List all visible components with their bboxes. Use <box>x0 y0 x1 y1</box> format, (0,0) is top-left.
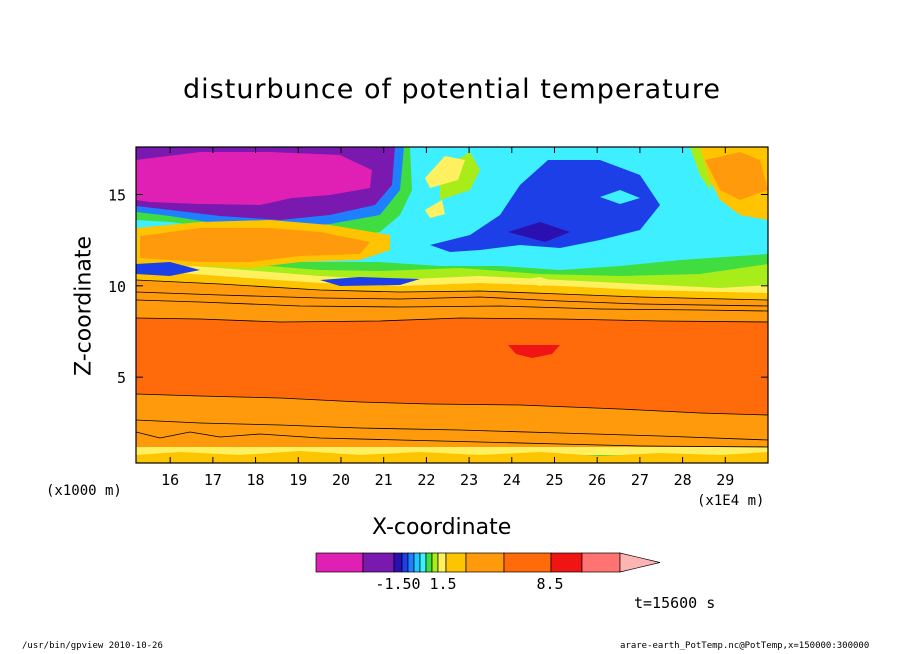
y-axis: 5 10 15 <box>108 186 768 387</box>
time-annotation: t=15600 s <box>634 594 716 612</box>
colorbar-label: -1.50 <box>375 575 420 593</box>
field-cyan-hole <box>600 190 640 204</box>
x-tick-label: 21 <box>375 471 393 489</box>
colorbar-swatch <box>465 552 505 573</box>
colorbar-swatch <box>393 552 403 573</box>
y-axis-label: Z-coordinate <box>71 236 97 376</box>
field-yellow-dot <box>425 200 445 218</box>
colorbar-swatch <box>419 552 427 573</box>
x-tick-label: 22 <box>417 471 435 489</box>
x-tick-label: 20 <box>332 471 350 489</box>
field-left-blue-strip <box>136 262 200 276</box>
field-yellow-lens <box>520 277 555 286</box>
colorbar-swatch <box>445 552 467 573</box>
x-tick-label: 27 <box>631 471 649 489</box>
colorbar-swatch <box>503 552 552 573</box>
chart-title: disturbunce of potential temperature <box>183 74 721 105</box>
plot-frame <box>135 146 769 464</box>
x-tick-label: 24 <box>503 471 521 489</box>
colorbar-label: 8.5 <box>536 575 563 593</box>
colorbar-swatch <box>581 552 621 573</box>
x-tick-label: 29 <box>716 471 734 489</box>
contour-plot-area <box>136 147 768 463</box>
y-axis-unit: (x1000 m) <box>46 483 122 499</box>
colorbar-swatch <box>550 552 583 573</box>
x-axis-label: X-coordinate <box>372 515 512 540</box>
x-axis: 16 17 18 19 20 21 22 23 24 25 26 27 28 29 <box>161 147 734 489</box>
x-tick-label: 28 <box>674 471 692 489</box>
y-tick-label: 5 <box>117 369 126 387</box>
colorbar-swatch <box>401 552 409 573</box>
x-tick-label: 16 <box>161 471 179 489</box>
x-axis-unit: (x1E4 m) <box>697 493 765 509</box>
footer-left: /usr/bin/gpview 2010-10-26 <box>22 641 163 651</box>
field-mid-blue-strip <box>320 277 420 286</box>
x-tick-label: 26 <box>588 471 606 489</box>
y-tick-label: 15 <box>108 186 126 204</box>
colorbar-swatch <box>425 552 433 573</box>
field-navy-core <box>508 222 570 242</box>
field-blue-cold <box>430 160 660 252</box>
colorbar-extend-arrow <box>619 552 661 573</box>
colorbar: -1.50 1.5 8.5 <box>315 552 661 593</box>
colorbar-label: 1.5 <box>429 575 456 593</box>
field-yellow-patch <box>425 156 465 188</box>
colorbar-swatch <box>413 552 421 573</box>
field-right-orange <box>705 152 768 200</box>
footer-right: arare-earth_PotTemp.nc@PotTemp,x=150000:… <box>620 641 870 651</box>
x-tick-label: 25 <box>545 471 563 489</box>
field-left-magenta <box>136 152 372 205</box>
x-tick-label: 19 <box>289 471 307 489</box>
x-tick-label: 23 <box>460 471 478 489</box>
field-max-blob <box>508 345 560 358</box>
colorbar-swatch <box>315 552 364 573</box>
y-tick-label: 10 <box>108 278 126 296</box>
x-tick-label: 18 <box>247 471 265 489</box>
x-tick-label: 17 <box>204 471 222 489</box>
colorbar-swatch <box>407 552 415 573</box>
field-left-orange <box>140 228 370 262</box>
field-surface-gold <box>136 451 768 463</box>
field-warm-band <box>136 318 768 415</box>
colorbar-swatch <box>362 552 395 573</box>
colorbar-swatch <box>431 552 439 573</box>
contour-lines <box>136 279 768 448</box>
colorbar-swatch <box>437 552 447 573</box>
